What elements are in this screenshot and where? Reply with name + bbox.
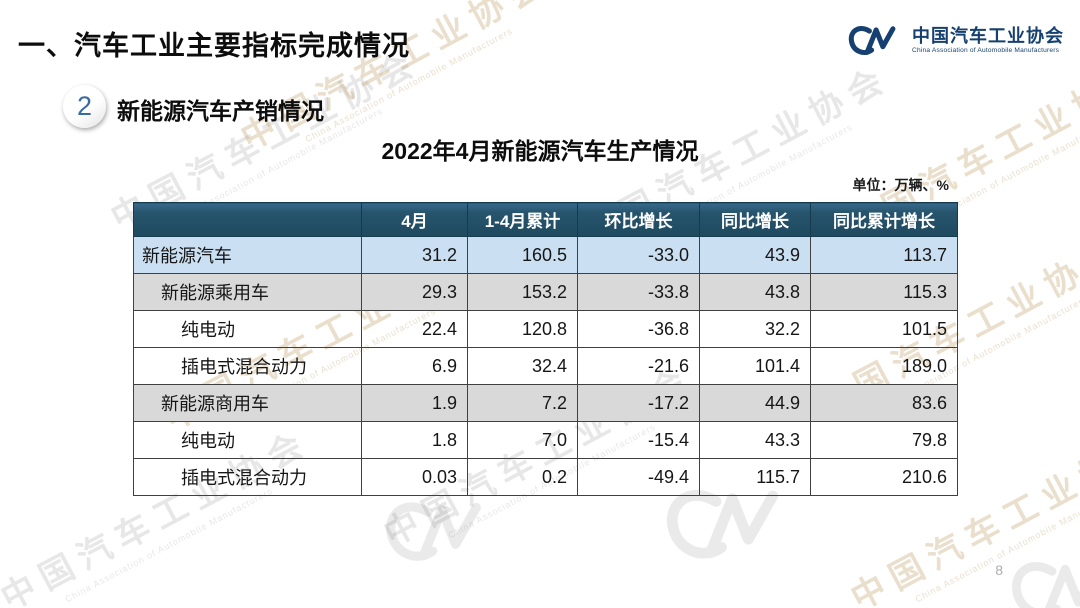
table-row: 纯电动 1.8 7.0 -15.4 43.3 79.8 [133,421,958,459]
row-label: 纯电动 [133,310,362,348]
header-cell-yoy-cum-growth: 同比累计增长 [810,202,958,237]
cell-value: -36.8 [577,310,700,348]
cell-value: 210.6 [810,458,958,496]
row-label: 插电式混合动力 [133,458,362,496]
cm-swoosh-watermark-icon [1012,562,1080,608]
row-label: 新能源商用车 [133,384,362,422]
cell-value: 101.4 [699,347,811,385]
cm-swoosh-watermark-icon [386,502,481,561]
row-label: 纯电动 [133,421,362,459]
production-table: 4月 1-4月累计 环比增长 同比增长 同比累计增长 新能源汽车 31.2 16… [133,202,958,496]
cell-value: 115.3 [810,273,958,311]
caam-logo-en: China Association of Automobile Manufact… [912,46,1060,54]
cell-value: -17.2 [577,384,700,422]
cell-value: 7.2 [467,384,578,422]
table-row: 纯电动 22.4 120.8 -36.8 32.2 101.5 [133,310,958,348]
cell-value: 113.7 [810,236,958,274]
header-cell-april: 4月 [361,202,468,237]
section-badge: 2 [63,85,106,128]
row-label: 新能源汽车 [133,236,362,274]
cell-value: 120.8 [467,310,578,348]
table-row: 新能源汽车 31.2 160.5 -33.0 43.9 113.7 [133,236,958,274]
cell-value: -49.4 [577,458,700,496]
badge-number: 2 [76,91,93,121]
cell-value: 7.0 [467,421,578,459]
row-label: 插电式混合动力 [133,347,362,385]
cell-value: 79.8 [810,421,958,459]
cell-value: -33.8 [577,273,700,311]
header-cell-label [133,202,362,237]
caam-logo-mark-icon [848,26,896,55]
cell-value: 6.9 [361,347,468,385]
subsection-title: 新能源汽车产销情况 [117,98,324,124]
cell-value: 43.3 [699,421,811,459]
table-title: 2022年4月新能源汽车生产情况 [381,138,699,164]
cell-value: -15.4 [577,421,700,459]
cell-value: 22.4 [361,310,468,348]
cell-value: 83.6 [810,384,958,422]
caam-logo-cn: 中国汽车工业协会 [912,25,1064,46]
cell-value: 1.9 [361,384,468,422]
cell-value: 115.7 [699,458,811,496]
cell-value: 1.8 [361,421,468,459]
cell-value: 32.4 [467,347,578,385]
header-cell-mom-growth: 环比增长 [577,202,700,237]
table-header-row: 4月 1-4月累计 环比增长 同比增长 同比累计增长 [133,202,958,237]
row-label: 新能源乘用车 [133,273,362,311]
cell-value: 44.9 [699,384,811,422]
table-row: 插电式混合动力 0.03 0.2 -49.4 115.7 210.6 [133,458,958,496]
section-heading: 一、汽车工业主要指标完成情况 [18,31,410,61]
cell-value: 32.2 [699,310,811,348]
cell-value: 160.5 [467,236,578,274]
table-row: 新能源商用车 1.9 7.2 -17.2 44.9 83.6 [133,384,958,422]
cell-value: 29.3 [361,273,468,311]
header-cell-yoy-growth: 同比增长 [699,202,811,237]
cell-value: 31.2 [361,236,468,274]
cell-value: 0.03 [361,458,468,496]
cell-value: 0.2 [467,458,578,496]
table-row: 新能源乘用车 29.3 153.2 -33.8 43.8 115.3 [133,273,958,311]
cell-value: -33.0 [577,236,700,274]
page-number: 8 [995,562,1003,578]
caam-logo-text: 中国汽车工业协会 China Association of Automobile… [912,26,1064,54]
cell-value: 101.5 [810,310,958,348]
cell-value: -21.6 [577,347,700,385]
cell-value: 153.2 [467,273,578,311]
header-cell-cumulative: 1-4月累计 [467,202,578,237]
cell-value: 189.0 [810,347,958,385]
cell-value: 43.8 [699,273,811,311]
cell-value: 43.9 [699,236,811,274]
caam-logo: 中国汽车工业协会 China Association of Automobile… [847,20,1064,60]
unit-label: 单位：万辆、% [852,177,949,193]
table-row: 插电式混合动力 6.9 32.4 -21.6 101.4 189.0 [133,347,958,385]
